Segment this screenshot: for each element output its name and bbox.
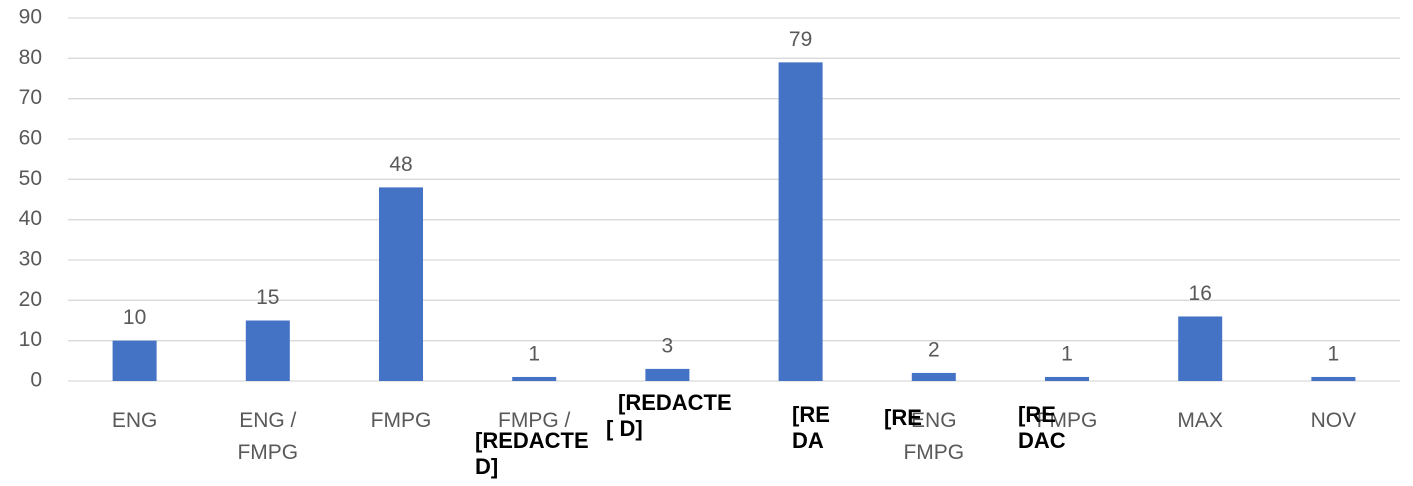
- bar: [911, 372, 956, 381]
- x-tick-label: FMPG: [370, 409, 432, 432]
- redaction: [RE: [792, 402, 830, 427]
- bar: [245, 320, 290, 381]
- y-tick-label: 20: [19, 288, 42, 311]
- value-label: 48: [389, 153, 412, 176]
- x-tick-label: FMPG: [1036, 409, 1098, 432]
- value-label: 3: [662, 334, 674, 357]
- y-tick-label: 40: [19, 207, 42, 230]
- y-tick-label: 60: [19, 127, 42, 150]
- y-tick-label: 80: [19, 46, 42, 69]
- x-tick-label: FMPG /: [498, 409, 571, 432]
- value-label: 1: [1328, 343, 1340, 366]
- redaction: [REDACTE: [475, 428, 589, 453]
- bar: [645, 368, 690, 381]
- bar: [1045, 376, 1089, 381]
- value-label: 2: [928, 338, 940, 361]
- bar: [778, 62, 823, 381]
- bar: [379, 187, 423, 381]
- y-tick-label: 50: [19, 167, 42, 190]
- redaction: [RE: [1018, 402, 1056, 427]
- value-label: 79: [789, 28, 812, 51]
- bar: [1311, 376, 1356, 381]
- x-tick-label: ENG: [111, 409, 158, 432]
- value-label: 10: [123, 306, 146, 329]
- y-tick-label: 90: [19, 6, 42, 29]
- bar: [1178, 316, 1223, 381]
- x-tick-label: MAX: [1177, 409, 1223, 432]
- x-tick-label: ENG FMPG: [903, 409, 965, 464]
- y-tick-label: 30: [19, 248, 42, 271]
- redaction: [RE: [884, 405, 922, 430]
- redaction: [ D]: [606, 416, 643, 441]
- redaction: [REDACTE: [618, 390, 732, 415]
- y-tick-label: 0: [30, 369, 42, 392]
- bar: [512, 376, 557, 381]
- redaction: DAC: [1018, 428, 1066, 453]
- x-tick-label: ENG / FMPG: [237, 409, 299, 464]
- redaction: DA: [792, 428, 824, 453]
- x-tick-label: NOV: [1310, 409, 1357, 432]
- bar: [112, 340, 157, 381]
- y-tick-label: 70: [19, 86, 42, 109]
- y-tick-label: 10: [19, 328, 42, 351]
- value-label: 16: [1189, 282, 1212, 305]
- value-label: 1: [528, 343, 540, 366]
- value-label: 1: [1061, 343, 1073, 366]
- redaction: D]: [475, 454, 499, 479]
- value-label: 15: [256, 286, 279, 309]
